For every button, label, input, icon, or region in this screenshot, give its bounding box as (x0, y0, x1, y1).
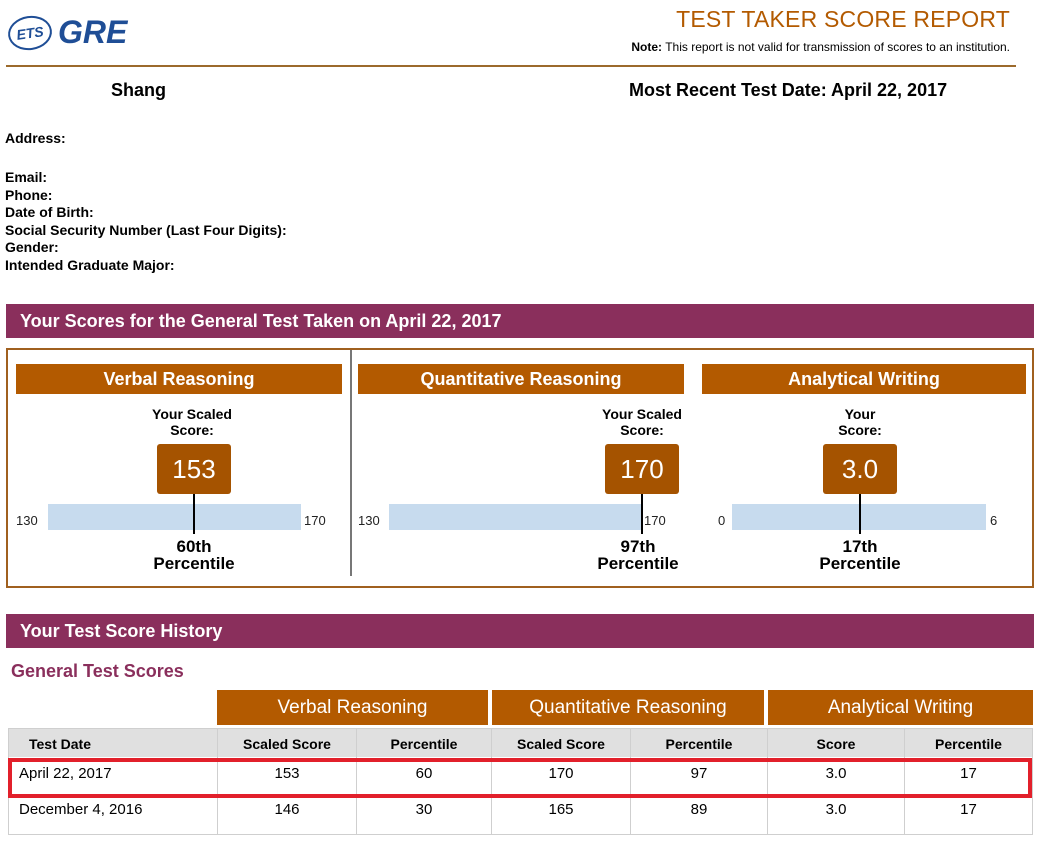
quant-percentile-value: 97th (620, 537, 656, 556)
writing-score-label-line2: Score: (838, 422, 882, 438)
writing-min: 0 (718, 513, 726, 528)
score-history-table: Test Date Scaled Score Percentile Scaled… (8, 728, 1033, 835)
verbal-score-badge: 153 (157, 444, 231, 494)
phone-label: Phone: (5, 186, 53, 203)
verbal-score-bar (48, 504, 301, 530)
col-verbal-scaled: Scaled Score (218, 729, 356, 757)
writing-score-card: Analytical Writing Your Score: 3.0 0 6 1… (696, 350, 1032, 586)
verbal-score-label-line2: Score: (170, 422, 214, 438)
most-recent-test-date: Most Recent Test Date: April 22, 2017 (629, 80, 948, 100)
col-verbal-percentile: Percentile (357, 729, 491, 757)
column-divider (350, 350, 352, 576)
row1-verbal-scaled: 153 (274, 765, 300, 782)
row1-verbal-percentile: 60 (415, 765, 433, 782)
col-quant-scaled: Scaled Score (492, 729, 630, 757)
row1-writing-score: 3.0 (825, 765, 847, 782)
quant-header: Quantitative Reasoning (358, 364, 684, 394)
verbal-percentile-word: Percentile (153, 554, 235, 573)
dob-label: Date of Birth: (5, 204, 94, 220)
writing-header: Analytical Writing (702, 364, 1026, 394)
verbal-min: 130 (16, 513, 38, 528)
row2-verbal-percentile: 30 (415, 801, 433, 818)
history-section-header: Your Test Score History (6, 614, 1034, 648)
report-note-label: Note: (631, 40, 663, 54)
row2-quant-scaled: 165 (548, 801, 574, 818)
table-divider (217, 729, 218, 834)
ssn-label: Social Security Number (Last Four Digits… (5, 221, 287, 238)
candidate-name: Shang (111, 80, 167, 100)
row1-quant-percentile: 97 (690, 765, 708, 782)
verbal-score-marker (193, 494, 195, 534)
latest-row-highlight (8, 758, 1032, 798)
row2-writing-percentile: 17 (960, 801, 977, 818)
row1-writing-percentile: 17 (960, 765, 977, 782)
table-divider (904, 729, 905, 834)
quant-score-card: Quantitative Reasoning Your Scaled Score… (352, 350, 694, 586)
verbal-header: Verbal Reasoning (16, 364, 342, 394)
ets-gre-logo: ETS GRE (5, 12, 128, 53)
col-test-date: Test Date (9, 729, 217, 757)
writing-score-badge: 3.0 (823, 444, 897, 494)
verbal-score-label-line1: Your Scaled (152, 406, 232, 422)
quant-score-bar (389, 504, 643, 530)
major-label: Intended Graduate Major: (5, 256, 175, 273)
row1-quant-scaled: 170 (548, 765, 574, 782)
address-label: Address: (5, 130, 66, 146)
report-note: Note: This report is not valid for trans… (631, 40, 1010, 54)
quant-min: 130 (358, 513, 380, 528)
verbal-score-card: Verbal Reasoning Your Scaled Score: 153 … (8, 350, 350, 586)
quant-score-badge: 170 (605, 444, 679, 494)
writing-percentile: 17th Percentile (800, 538, 920, 572)
writing-percentile-value: 17th (842, 537, 878, 556)
history-writing-header: Analytical Writing (768, 690, 1033, 725)
history-quant-header: Quantitative Reasoning (492, 690, 764, 725)
report-title: TEST TAKER SCORE REPORT (676, 6, 1010, 32)
quant-score-label: Your Scaled Score: (592, 406, 692, 438)
writing-max: 6 (990, 513, 998, 528)
row2-quant-percentile: 89 (690, 801, 708, 818)
verbal-score-label: Your Scaled Score: (142, 406, 242, 438)
quant-percentile: 97th Percentile (578, 538, 698, 572)
gre-logo-text: GRE (58, 14, 128, 50)
verbal-percentile-value: 60th (176, 537, 212, 556)
writing-score-label: Your Score: (810, 406, 910, 438)
col-writing-percentile: Percentile (905, 729, 1032, 757)
ets-logo-icon: ETS (5, 12, 55, 53)
row2-verbal-scaled: 146 (274, 801, 300, 818)
col-writing-score: Score (768, 729, 904, 757)
general-test-scores-title: General Test Scores (11, 661, 184, 681)
history-verbal-header: Verbal Reasoning (217, 690, 488, 725)
score-panel: Verbal Reasoning Your Scaled Score: 153 … (6, 348, 1034, 588)
writing-score-marker (859, 494, 861, 534)
quant-score-marker (641, 494, 643, 534)
verbal-max: 170 (304, 513, 326, 528)
row2-date: December 4, 2016 (19, 801, 143, 818)
quant-score-label-line1: Your Scaled (602, 406, 682, 422)
writing-score-label-line1: Your (844, 406, 876, 422)
table-divider (630, 729, 631, 834)
table-divider (491, 729, 492, 834)
quant-percentile-word: Percentile (597, 554, 679, 573)
row2-writing-score: 3.0 (825, 801, 847, 818)
verbal-percentile: 60th Percentile (134, 538, 254, 572)
table-divider (767, 729, 768, 834)
gender-label: Gender: (5, 239, 59, 255)
quant-score-label-line2: Score: (620, 422, 664, 438)
row1-date: April 22, 2017 (19, 765, 112, 782)
table-divider (356, 729, 357, 834)
report-note-text: This report is not valid for transmissio… (665, 40, 1010, 54)
writing-percentile-word: Percentile (819, 554, 901, 573)
info-fields: Email: Phone: Date of Birth: Social Secu… (5, 169, 287, 274)
quant-max: 170 (644, 513, 666, 528)
header-divider (6, 65, 1016, 67)
scores-section-header: Your Scores for the General Test Taken o… (6, 304, 1034, 338)
email-label: Email: (5, 169, 48, 185)
col-quant-percentile: Percentile (631, 729, 767, 757)
